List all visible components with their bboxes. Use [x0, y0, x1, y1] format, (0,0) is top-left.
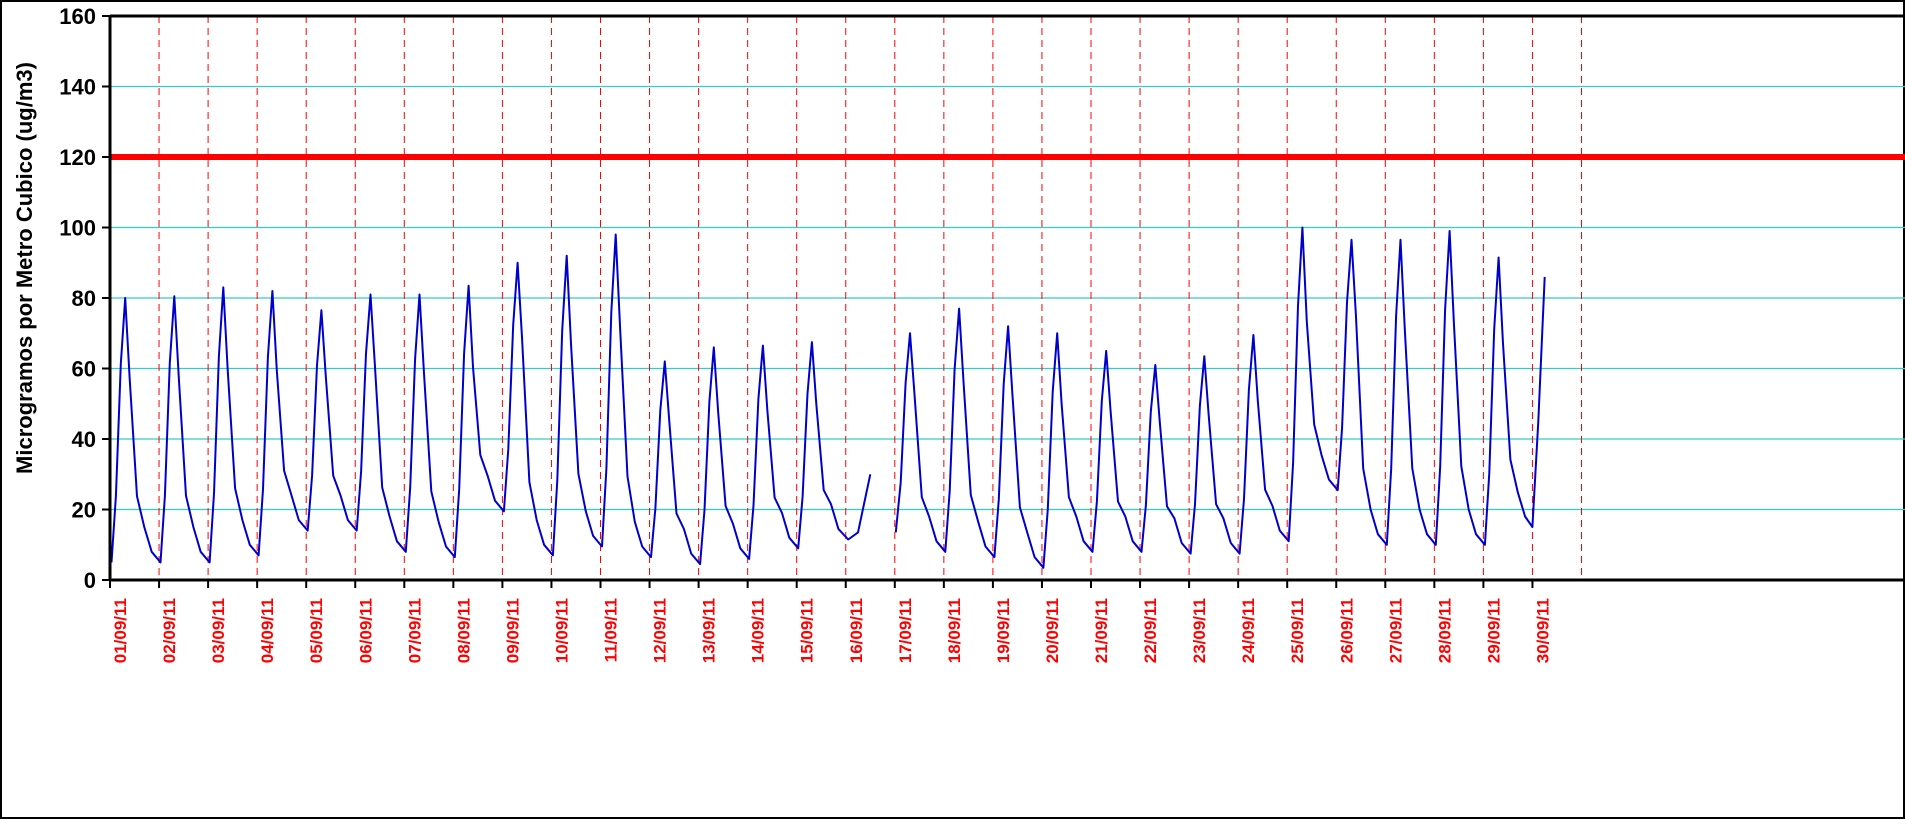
x-tick-label: 01/09/11	[111, 598, 130, 663]
y-axis-label: Microgramos por Metro Cubico (ug/m3)	[12, 62, 37, 474]
vgrid-layer	[158, 16, 1582, 580]
series-line-part-1	[110, 233, 872, 566]
y-tick-label: 140	[59, 75, 96, 100]
y-tick-label: 80	[72, 286, 96, 311]
yticks-layer: 0 20 40 60 80 100 120 140 160	[59, 4, 110, 593]
x-tick-label: 10/09/11	[552, 598, 571, 663]
x-tick-label: 14/09/11	[749, 598, 768, 663]
x-tick-label: 07/09/11	[405, 598, 424, 663]
y-tick-label: 120	[59, 145, 96, 170]
y-tick-label: 60	[72, 357, 96, 382]
x-tick-label: 27/09/11	[1386, 598, 1405, 663]
x-tick-label: 08/09/11	[454, 598, 473, 663]
x-tick-label: 24/09/11	[1239, 598, 1258, 663]
x-tick-label: 18/09/11	[945, 598, 964, 663]
x-tick-label: 04/09/11	[258, 598, 277, 663]
x-tick-label: 11/09/11	[602, 598, 621, 662]
x-tick-label: 20/09/11	[1043, 598, 1062, 663]
x-tick-label: 29/09/11	[1484, 598, 1503, 663]
x-tick-label: 25/09/11	[1288, 598, 1307, 663]
x-tick-label: 15/09/11	[798, 598, 817, 663]
x-tick-label: 03/09/11	[209, 598, 228, 663]
x-tick-label: 06/09/11	[356, 598, 375, 663]
x-tick-label: 28/09/11	[1435, 598, 1454, 663]
x-tick-label: 05/09/11	[307, 598, 326, 663]
x-tick-label: 21/09/11	[1092, 598, 1111, 663]
x-tick-label: 22/09/11	[1141, 598, 1160, 663]
y-tick-label: 100	[59, 216, 96, 241]
series-line-part-2	[894, 226, 1546, 569]
x-tick-label: 02/09/11	[160, 598, 179, 663]
x-tick-label: 16/09/11	[847, 598, 866, 663]
series-layer	[110, 226, 1546, 569]
x-tick-label: 30/09/11	[1533, 598, 1552, 663]
y-tick-label: 20	[72, 498, 96, 523]
xticks-layer: 01/09/11 02/09/11 03/09/11 04/09/11 05/09/11…	[109, 580, 1552, 663]
x-tick-label: 26/09/11	[1337, 598, 1356, 663]
x-tick-label: 09/09/11	[503, 598, 522, 663]
x-tick-label: 12/09/11	[651, 598, 670, 663]
x-tick-label: 17/09/11	[896, 598, 915, 663]
x-tick-label: 23/09/11	[1190, 598, 1209, 663]
y-tick-label: 0	[84, 568, 96, 593]
y-tick-label: 160	[59, 4, 96, 29]
x-tick-label: 13/09/11	[700, 598, 719, 663]
y-tick-label: 40	[72, 427, 96, 452]
x-tick-label: 19/09/11	[994, 598, 1013, 663]
